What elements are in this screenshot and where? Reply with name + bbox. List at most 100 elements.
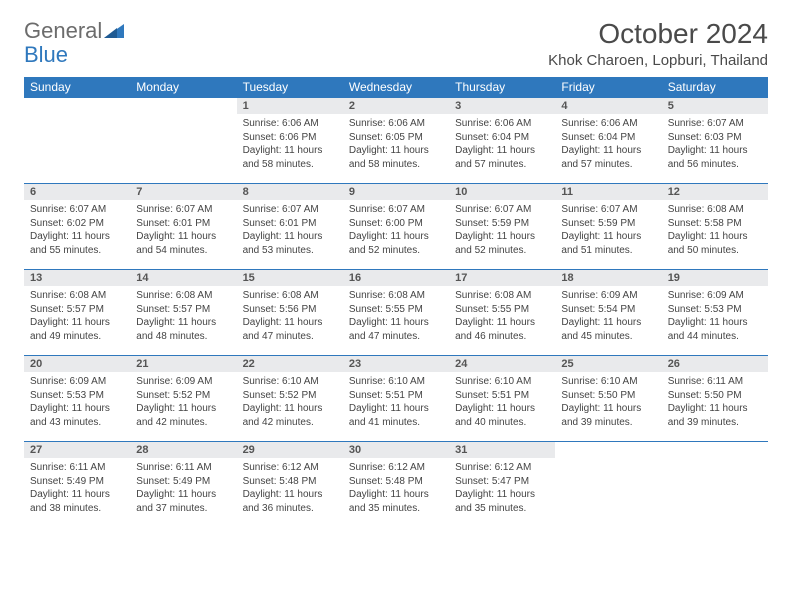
logo-word1: General (24, 18, 102, 44)
calendar-cell (555, 442, 661, 528)
calendar-cell: 29Sunrise: 6:12 AMSunset: 5:48 PMDayligh… (237, 442, 343, 528)
day-details: Sunrise: 6:08 AMSunset: 5:57 PMDaylight:… (130, 286, 236, 347)
calendar-cell: 6Sunrise: 6:07 AMSunset: 6:02 PMDaylight… (24, 184, 130, 270)
calendar-cell: 17Sunrise: 6:08 AMSunset: 5:55 PMDayligh… (449, 270, 555, 356)
calendar-cell: 31Sunrise: 6:12 AMSunset: 5:47 PMDayligh… (449, 442, 555, 528)
day-number: 19 (662, 270, 768, 286)
calendar-cell: 1Sunrise: 6:06 AMSunset: 6:06 PMDaylight… (237, 98, 343, 184)
calendar-cell: 13Sunrise: 6:08 AMSunset: 5:57 PMDayligh… (24, 270, 130, 356)
day-number: 30 (343, 442, 449, 458)
weekday-header: Monday (130, 77, 236, 98)
calendar-cell: 26Sunrise: 6:11 AMSunset: 5:50 PMDayligh… (662, 356, 768, 442)
day-details: Sunrise: 6:11 AMSunset: 5:49 PMDaylight:… (24, 458, 130, 519)
calendar-cell: 28Sunrise: 6:11 AMSunset: 5:49 PMDayligh… (130, 442, 236, 528)
calendar-cell: 15Sunrise: 6:08 AMSunset: 5:56 PMDayligh… (237, 270, 343, 356)
calendar-head: SundayMondayTuesdayWednesdayThursdayFrid… (24, 77, 768, 98)
day-number: 9 (343, 184, 449, 200)
day-number: 8 (237, 184, 343, 200)
calendar-row: 27Sunrise: 6:11 AMSunset: 5:49 PMDayligh… (24, 442, 768, 528)
calendar-cell: 12Sunrise: 6:08 AMSunset: 5:58 PMDayligh… (662, 184, 768, 270)
day-number: 2 (343, 98, 449, 114)
logo-triangle-icon (104, 18, 124, 44)
calendar-row: 6Sunrise: 6:07 AMSunset: 6:02 PMDaylight… (24, 184, 768, 270)
day-details: Sunrise: 6:12 AMSunset: 5:47 PMDaylight:… (449, 458, 555, 519)
day-number: 5 (662, 98, 768, 114)
day-details: Sunrise: 6:08 AMSunset: 5:55 PMDaylight:… (343, 286, 449, 347)
header: General October 2024 Khok Charoen, Lopbu… (24, 18, 768, 69)
day-number: 3 (449, 98, 555, 114)
day-details: Sunrise: 6:10 AMSunset: 5:51 PMDaylight:… (343, 372, 449, 433)
day-details: Sunrise: 6:08 AMSunset: 5:58 PMDaylight:… (662, 200, 768, 261)
day-number: 11 (555, 184, 661, 200)
day-details: Sunrise: 6:10 AMSunset: 5:50 PMDaylight:… (555, 372, 661, 433)
day-details: Sunrise: 6:11 AMSunset: 5:49 PMDaylight:… (130, 458, 236, 519)
day-number: 1 (237, 98, 343, 114)
calendar-cell: 19Sunrise: 6:09 AMSunset: 5:53 PMDayligh… (662, 270, 768, 356)
day-details: Sunrise: 6:08 AMSunset: 5:56 PMDaylight:… (237, 286, 343, 347)
calendar-cell: 21Sunrise: 6:09 AMSunset: 5:52 PMDayligh… (130, 356, 236, 442)
day-details: Sunrise: 6:06 AMSunset: 6:06 PMDaylight:… (237, 114, 343, 175)
day-number: 24 (449, 356, 555, 372)
location: Khok Charoen, Lopburi, Thailand (548, 52, 768, 69)
day-number: 12 (662, 184, 768, 200)
day-details: Sunrise: 6:06 AMSunset: 6:05 PMDaylight:… (343, 114, 449, 175)
day-number: 31 (449, 442, 555, 458)
calendar-cell: 27Sunrise: 6:11 AMSunset: 5:49 PMDayligh… (24, 442, 130, 528)
weekday-header: Saturday (662, 77, 768, 98)
day-number: 25 (555, 356, 661, 372)
day-details: Sunrise: 6:12 AMSunset: 5:48 PMDaylight:… (237, 458, 343, 519)
logo: General (24, 18, 124, 44)
day-details: Sunrise: 6:06 AMSunset: 6:04 PMDaylight:… (555, 114, 661, 175)
calendar-row: 1Sunrise: 6:06 AMSunset: 6:06 PMDaylight… (24, 98, 768, 184)
calendar-cell (662, 442, 768, 528)
calendar-cell: 30Sunrise: 6:12 AMSunset: 5:48 PMDayligh… (343, 442, 449, 528)
weekday-header: Friday (555, 77, 661, 98)
calendar-cell: 10Sunrise: 6:07 AMSunset: 5:59 PMDayligh… (449, 184, 555, 270)
day-number: 28 (130, 442, 236, 458)
day-details: Sunrise: 6:09 AMSunset: 5:53 PMDaylight:… (24, 372, 130, 433)
calendar-cell: 18Sunrise: 6:09 AMSunset: 5:54 PMDayligh… (555, 270, 661, 356)
day-number: 14 (130, 270, 236, 286)
day-number: 26 (662, 356, 768, 372)
weekday-header: Sunday (24, 77, 130, 98)
calendar-cell: 20Sunrise: 6:09 AMSunset: 5:53 PMDayligh… (24, 356, 130, 442)
day-details: Sunrise: 6:12 AMSunset: 5:48 PMDaylight:… (343, 458, 449, 519)
day-number: 17 (449, 270, 555, 286)
day-number: 21 (130, 356, 236, 372)
day-number: 23 (343, 356, 449, 372)
day-number: 27 (24, 442, 130, 458)
day-details: Sunrise: 6:07 AMSunset: 6:01 PMDaylight:… (130, 200, 236, 261)
day-details: Sunrise: 6:09 AMSunset: 5:53 PMDaylight:… (662, 286, 768, 347)
calendar-cell: 24Sunrise: 6:10 AMSunset: 5:51 PMDayligh… (449, 356, 555, 442)
calendar-cell: 16Sunrise: 6:08 AMSunset: 5:55 PMDayligh… (343, 270, 449, 356)
weekday-header: Wednesday (343, 77, 449, 98)
logo-word2: Blue (24, 42, 68, 68)
day-details: Sunrise: 6:08 AMSunset: 5:57 PMDaylight:… (24, 286, 130, 347)
calendar-cell: 9Sunrise: 6:07 AMSunset: 6:00 PMDaylight… (343, 184, 449, 270)
day-details: Sunrise: 6:07 AMSunset: 5:59 PMDaylight:… (449, 200, 555, 261)
calendar-cell: 25Sunrise: 6:10 AMSunset: 5:50 PMDayligh… (555, 356, 661, 442)
day-number: 7 (130, 184, 236, 200)
day-number: 20 (24, 356, 130, 372)
calendar-cell: 8Sunrise: 6:07 AMSunset: 6:01 PMDaylight… (237, 184, 343, 270)
weekday-header: Thursday (449, 77, 555, 98)
calendar-cell: 2Sunrise: 6:06 AMSunset: 6:05 PMDaylight… (343, 98, 449, 184)
calendar-cell: 7Sunrise: 6:07 AMSunset: 6:01 PMDaylight… (130, 184, 236, 270)
day-number: 18 (555, 270, 661, 286)
day-number: 16 (343, 270, 449, 286)
weekday-header: Tuesday (237, 77, 343, 98)
calendar-row: 13Sunrise: 6:08 AMSunset: 5:57 PMDayligh… (24, 270, 768, 356)
calendar-row: 20Sunrise: 6:09 AMSunset: 5:53 PMDayligh… (24, 356, 768, 442)
day-details: Sunrise: 6:10 AMSunset: 5:51 PMDaylight:… (449, 372, 555, 433)
day-details: Sunrise: 6:09 AMSunset: 5:54 PMDaylight:… (555, 286, 661, 347)
calendar-cell: 11Sunrise: 6:07 AMSunset: 5:59 PMDayligh… (555, 184, 661, 270)
day-number: 4 (555, 98, 661, 114)
calendar-cell: 5Sunrise: 6:07 AMSunset: 6:03 PMDaylight… (662, 98, 768, 184)
calendar-cell: 4Sunrise: 6:06 AMSunset: 6:04 PMDaylight… (555, 98, 661, 184)
calendar-table: SundayMondayTuesdayWednesdayThursdayFrid… (24, 77, 768, 528)
calendar-cell (24, 98, 130, 184)
day-details: Sunrise: 6:10 AMSunset: 5:52 PMDaylight:… (237, 372, 343, 433)
day-details: Sunrise: 6:07 AMSunset: 6:02 PMDaylight:… (24, 200, 130, 261)
day-details: Sunrise: 6:08 AMSunset: 5:55 PMDaylight:… (449, 286, 555, 347)
day-number: 10 (449, 184, 555, 200)
